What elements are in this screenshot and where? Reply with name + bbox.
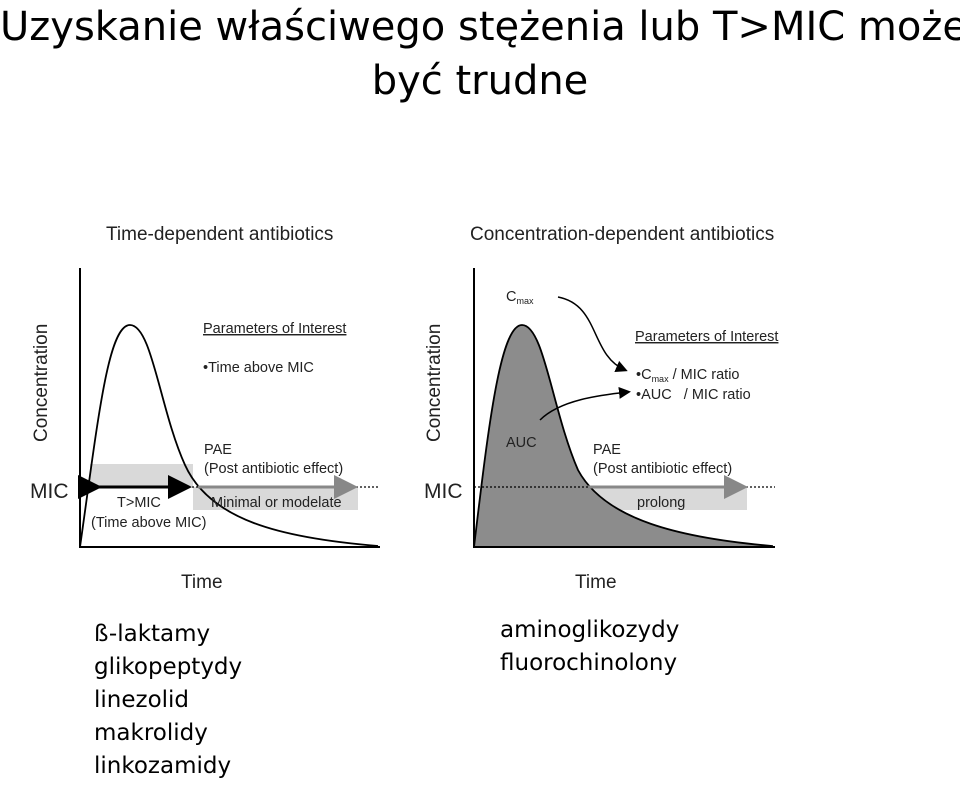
cmax-pointer-arrow xyxy=(557,296,628,372)
right-pae-line-2: (Post antibiotic effect) xyxy=(593,461,732,477)
right-panel-heading: Concentration-dependent antibiotics xyxy=(470,224,774,245)
right-y-label: Concentration xyxy=(424,324,445,442)
left-params-heading: Parameters of Interest xyxy=(203,321,346,337)
title-line-1: Uzyskanie właściwego stężenia lub T>MIC … xyxy=(0,4,960,50)
auc-area xyxy=(472,324,773,548)
left-concentration-curve xyxy=(79,324,379,548)
right-mic-label: MIC xyxy=(424,480,463,503)
left-mic-label: MIC xyxy=(30,480,69,503)
drug-item: ß-laktamy xyxy=(94,621,211,647)
concentration-dependent-drug-list: aminoglikozydy fluorochinolony xyxy=(500,614,679,680)
time-dependent-drug-list: ß-laktamy glikopeptydy linezolid makroli… xyxy=(94,618,242,783)
drug-item: linezolid xyxy=(94,687,190,713)
tmic-shaded-band xyxy=(90,464,193,486)
auc-label: AUC xyxy=(506,435,537,451)
tmic-label-2: (Time above MIC) xyxy=(91,515,206,531)
left-x-label: Time xyxy=(181,572,223,593)
right-param-2: •AUC / MIC ratio xyxy=(636,387,751,403)
cmax-label: Cmax xyxy=(506,289,534,306)
left-pae-value: Minimal or modelate xyxy=(211,495,342,511)
pae-shaded-band xyxy=(193,487,358,510)
left-panel: Time-dependent antibiotics MIC Concentra… xyxy=(30,224,380,593)
right-x-label: Time xyxy=(575,572,617,593)
right-params-heading: Parameters of Interest xyxy=(635,329,778,345)
right-panel: Concentration-dependent antibiotics MIC … xyxy=(424,224,778,593)
left-pae-line-1: PAE xyxy=(204,442,232,458)
tmic-label-1: T>MIC xyxy=(117,495,161,511)
right-pae-shaded-band xyxy=(583,487,747,510)
left-y-label: Concentration xyxy=(31,324,52,442)
right-pae-line-1: PAE xyxy=(593,442,621,458)
left-param-1: •Time above MIC xyxy=(203,360,314,376)
drug-item: fluorochinolony xyxy=(500,650,678,676)
drug-item: glikopeptydy xyxy=(94,654,243,680)
right-pae-value: prolong xyxy=(637,495,685,511)
slide-title: Uzyskanie właściwego stężenia lub T>MIC … xyxy=(0,0,960,108)
left-panel-heading: Time-dependent antibiotics xyxy=(106,224,333,245)
left-pae-line-2: (Post antibiotic effect) xyxy=(204,461,343,477)
right-param-1: •Cmax / MIC ratio xyxy=(636,367,739,384)
auc-pointer-arrow xyxy=(539,386,631,421)
drug-item: linkozamidy xyxy=(94,753,232,779)
drug-item: makrolidy xyxy=(94,720,208,746)
title-line-2: być trudne xyxy=(371,58,589,104)
drug-item: aminoglikozydy xyxy=(500,617,680,643)
